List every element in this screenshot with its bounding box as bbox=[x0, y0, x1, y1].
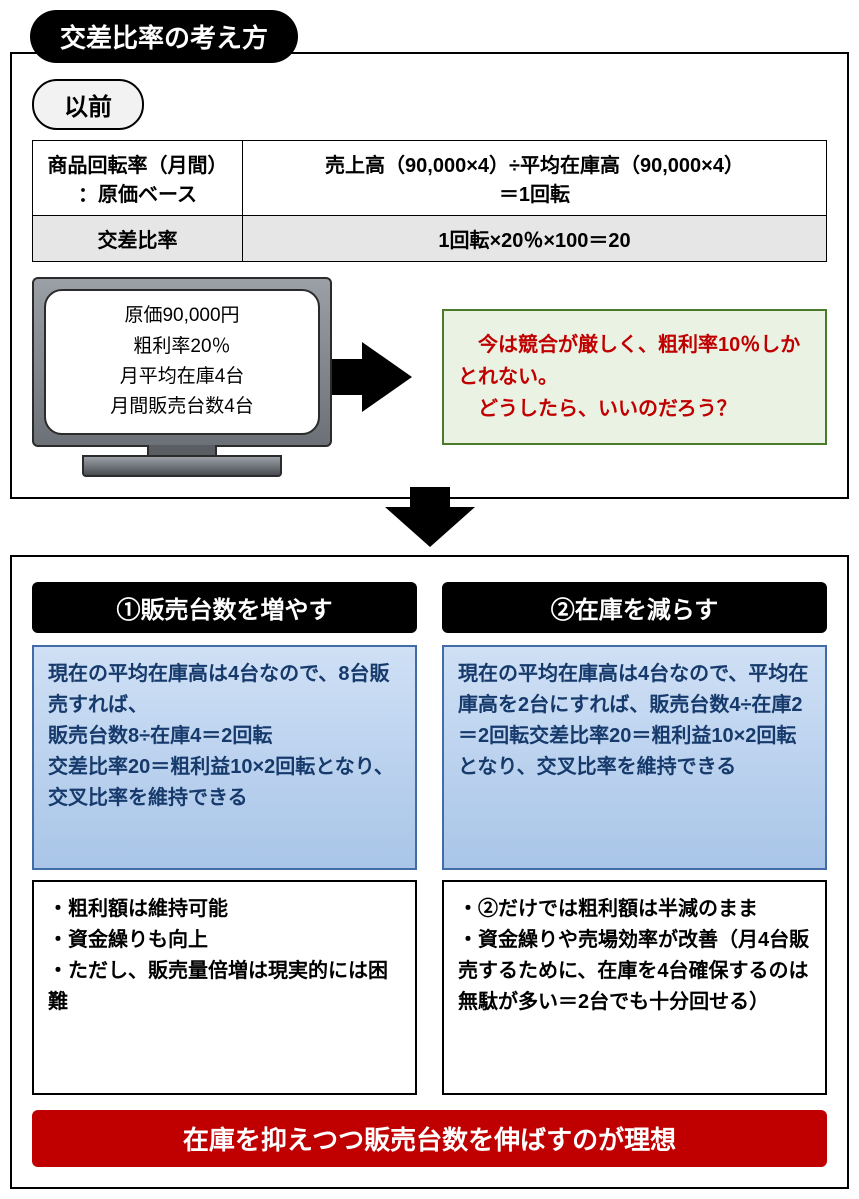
tv-graphic: 原価90,000円 粗利率20％ 月平均在庫4台 月間販売台数4台 bbox=[32, 277, 332, 477]
option-2-blue: 現在の平均在庫高は4台なので、平均在庫高を2台にすれば、販売台数4÷在庫2＝2回… bbox=[442, 645, 827, 870]
main-title: 交差比率の考え方 bbox=[30, 10, 298, 63]
problem-note: 今は競合が厳しく、粗利率10％しかとれない。 どうしたら、いいのだろう？ bbox=[442, 309, 827, 445]
option-2-title: ②在庫を減らす bbox=[442, 582, 827, 633]
option-1-title: ①販売台数を増やす bbox=[32, 582, 417, 633]
table-r1c1: 商品回転率（月間） ：原価ベース bbox=[33, 141, 243, 216]
tv-line2: 粗利率20％ bbox=[133, 332, 230, 362]
tv-line1: 原価90,000円 bbox=[124, 301, 239, 331]
option-2: ②在庫を減らす 現在の平均在庫高は4台なので、平均在庫高を2台にすれば、販売台数… bbox=[442, 582, 827, 1095]
table-r1c2: 売上高（90,000×4）÷平均在庫高（90,000×4） ＝1回転 bbox=[243, 141, 827, 216]
table-r2c2: 1回転×20％×100＝20 bbox=[243, 216, 827, 262]
conclusion-bar: 在庫を抑えつつ販売台数を伸ばすのが理想 bbox=[32, 1110, 827, 1167]
tv-line3: 月平均在庫4台 bbox=[120, 362, 245, 392]
table-r2c1: 交差比率 bbox=[33, 216, 243, 262]
option-1-blue: 現在の平均在庫高は4台なので、8台販売すれば、 販売台数8÷在庫4＝2回転 交差… bbox=[32, 645, 417, 870]
before-badge: 以前 bbox=[32, 79, 144, 130]
before-panel: 以前 商品回転率（月間） ：原価ベース 売上高（90,000×4）÷平均在庫高（… bbox=[10, 52, 849, 499]
tv-row: 原価90,000円 粗利率20％ 月平均在庫4台 月間販売台数4台 今は競合が厳… bbox=[32, 277, 827, 477]
calc-table: 商品回転率（月間） ：原価ベース 売上高（90,000×4）÷平均在庫高（90,… bbox=[32, 140, 827, 262]
option-1: ①販売台数を増やす 現在の平均在庫高は4台なので、8台販売すれば、 販売台数8÷… bbox=[32, 582, 417, 1095]
options-panel: ①販売台数を増やす 現在の平均在庫高は4台なので、8台販売すれば、 販売台数8÷… bbox=[10, 555, 849, 1189]
arrow-down-icon bbox=[10, 507, 849, 547]
option-1-white: ・粗利額は維持可能 ・資金繰りも向上 ・ただし、販売量倍増は現実的には困難 bbox=[32, 880, 417, 1095]
arrow-right-icon bbox=[347, 342, 427, 412]
tv-line4: 月間販売台数4台 bbox=[110, 392, 254, 422]
option-2-white: ・②だけでは粗利額は半減のまま ・資金繰りや売場効率が改善（月4台販売するために… bbox=[442, 880, 827, 1095]
